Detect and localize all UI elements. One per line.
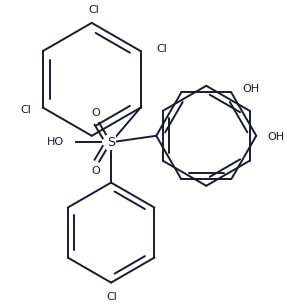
Text: Cl: Cl xyxy=(88,5,99,15)
Text: S: S xyxy=(107,136,115,149)
Text: O: O xyxy=(92,108,100,118)
Text: OH: OH xyxy=(267,132,285,142)
Text: Cl: Cl xyxy=(156,45,167,55)
Text: Cl: Cl xyxy=(106,292,117,302)
Text: O: O xyxy=(92,166,100,176)
Text: Cl: Cl xyxy=(21,105,32,115)
Text: OH: OH xyxy=(243,84,260,94)
Text: HO: HO xyxy=(47,137,64,147)
